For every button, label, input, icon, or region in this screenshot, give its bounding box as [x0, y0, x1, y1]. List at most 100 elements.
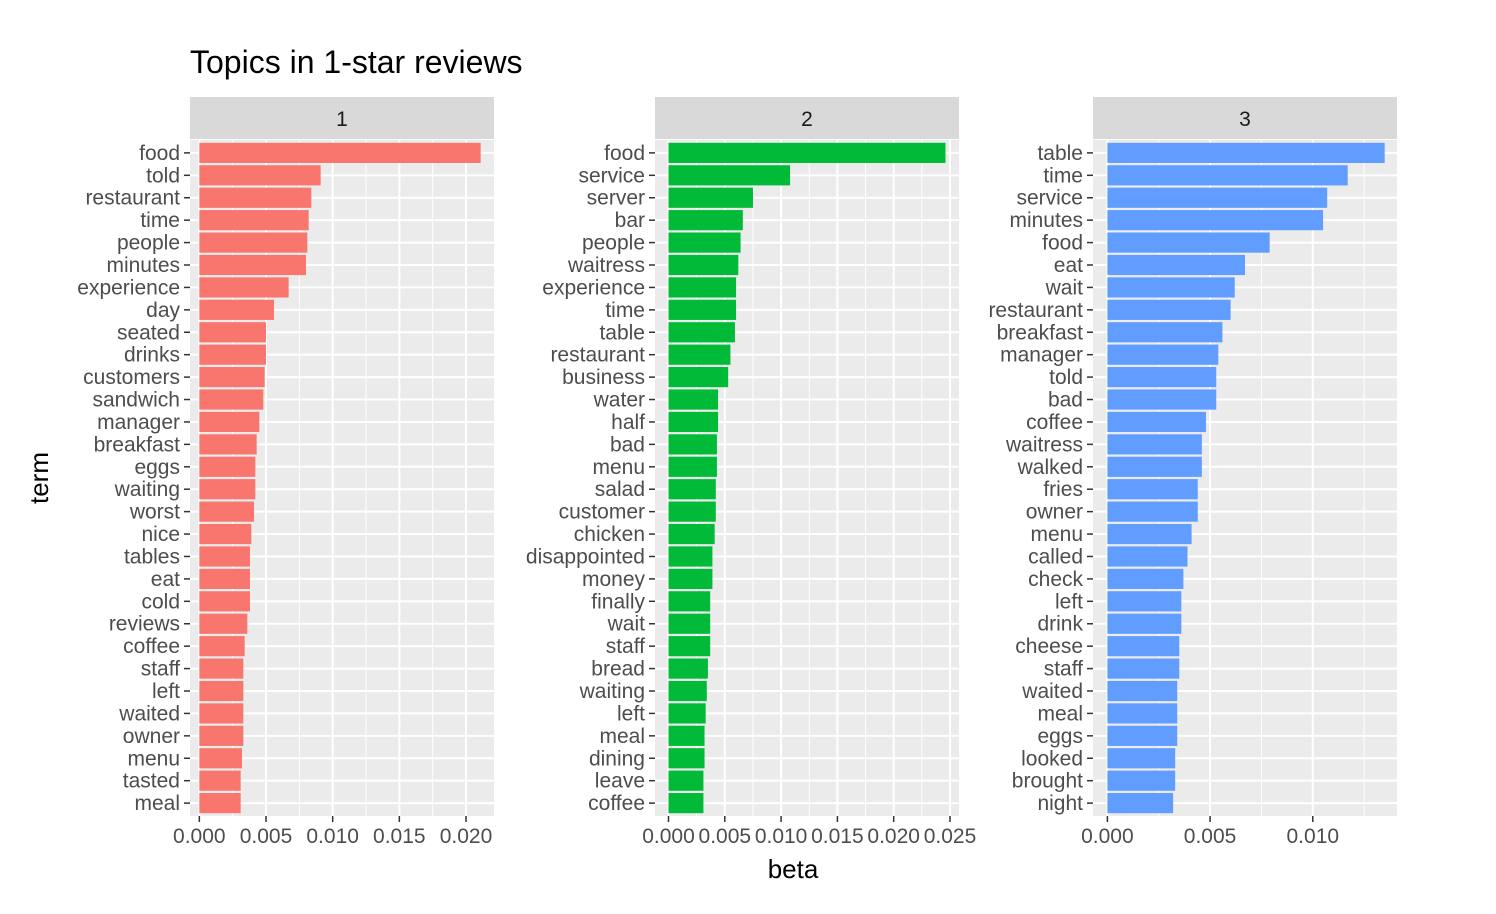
facet-strip-label: 3 — [1239, 108, 1251, 131]
bar — [199, 501, 254, 522]
y-tick-label: service — [578, 164, 645, 187]
facet-panels: 1foodtoldrestauranttimepeopleminutesexpe… — [77, 97, 1397, 848]
bar — [199, 680, 244, 702]
y-tick-label: chicken — [574, 523, 645, 546]
bar — [668, 434, 717, 455]
y-tick-label: staff — [1044, 658, 1083, 681]
bar — [1107, 613, 1182, 634]
y-tick-label: eggs — [1037, 725, 1083, 748]
y-tick-label: reviews — [109, 613, 180, 636]
bar — [199, 523, 252, 545]
y-tick-label: owner — [123, 725, 180, 748]
facet-strip — [1093, 97, 1397, 139]
y-tick-label: owner — [1026, 501, 1083, 524]
bar — [668, 389, 719, 410]
y-tick-label: left — [617, 702, 645, 725]
y-tick-label: staff — [141, 658, 180, 681]
y-tick-label: bad — [1048, 389, 1083, 412]
bar — [668, 703, 706, 724]
y-tick-label: restaurant — [988, 299, 1083, 322]
y-tick-label: meal — [599, 725, 645, 748]
y-tick-label: day — [146, 299, 180, 322]
x-tick-label: 0.020 — [440, 825, 493, 848]
bar — [668, 277, 737, 298]
bar — [199, 165, 321, 186]
x-tick-label: 0.010 — [306, 825, 359, 848]
y-tick-label: wait — [607, 613, 646, 636]
y-tick-label: coffee — [588, 792, 645, 815]
y-tick-label: business — [562, 366, 645, 389]
facet-strip — [190, 97, 494, 139]
y-tick-label: left — [152, 680, 180, 703]
x-tick-label: 0.010 — [755, 825, 808, 848]
bar — [1107, 411, 1206, 433]
bar — [668, 344, 731, 365]
bar — [199, 232, 308, 253]
bar — [668, 725, 705, 746]
y-tick-label: restaurant — [550, 344, 645, 367]
y-tick-label: breakfast — [997, 321, 1084, 344]
y-tick-label: server — [587, 187, 645, 210]
bar — [668, 770, 704, 791]
bar — [1107, 793, 1174, 814]
bar — [1107, 210, 1324, 231]
bar — [199, 322, 266, 343]
bar — [1107, 299, 1231, 320]
bar — [199, 613, 248, 634]
bar — [668, 456, 717, 477]
y-tick-label: coffee — [1026, 411, 1083, 434]
y-tick-label: waiting — [114, 478, 180, 501]
bar — [668, 367, 729, 388]
bar — [199, 434, 257, 455]
x-tick-label: 0.000 — [642, 825, 695, 848]
y-tick-label: cold — [141, 590, 180, 613]
facet-panel-1: 1 foodtoldrestauranttimepeopleminutesexpe… — [77, 97, 494, 848]
x-tick-label: 0.025 — [924, 825, 977, 848]
y-tick-label: waited — [1021, 680, 1083, 703]
x-tick-label: 0.000 — [1081, 825, 1134, 848]
x-tick-label: 0.010 — [1287, 825, 1340, 848]
y-tick-label: tables — [124, 545, 180, 568]
x-axis-title: beta — [768, 854, 819, 884]
y-tick-label: table — [1037, 142, 1083, 165]
y-tick-label: leave — [595, 770, 645, 793]
y-tick-label: water — [593, 389, 645, 412]
bar — [199, 636, 245, 657]
facet-panel-3: 3 tabletimeserviceminutesfoodeatwaitresta… — [988, 97, 1397, 848]
bar — [199, 793, 241, 814]
bar — [668, 658, 708, 679]
bar — [1107, 456, 1202, 477]
y-tick-label: disappointed — [526, 545, 645, 568]
y-tick-label: drinks — [124, 344, 180, 367]
bar — [199, 254, 306, 276]
y-tick-label: looked — [1021, 747, 1083, 770]
y-tick-label: finally — [591, 590, 645, 613]
y-tick-label: service — [1016, 187, 1083, 210]
y-tick-label: called — [1028, 545, 1083, 568]
y-tick-label: dining — [589, 747, 645, 770]
y-tick-label: seated — [117, 321, 180, 344]
bar — [668, 501, 716, 522]
bar — [668, 546, 713, 567]
bar — [1107, 142, 1385, 163]
facet-strip-label: 2 — [801, 108, 813, 131]
y-tick-label: walked — [1017, 456, 1083, 479]
y-tick-label: half — [611, 411, 645, 434]
y-tick-label: menu — [127, 747, 180, 770]
y-tick-label: waitress — [567, 254, 645, 277]
bar — [1107, 501, 1198, 522]
bar — [1107, 277, 1235, 298]
bar — [199, 725, 244, 746]
bar — [1107, 523, 1192, 545]
y-tick-label: sandwich — [92, 389, 180, 412]
y-tick-label: left — [1055, 590, 1083, 613]
y-tick-label: nice — [141, 523, 180, 546]
bar — [668, 613, 711, 634]
x-tick-label: 0.015 — [811, 825, 864, 848]
y-tick-label: brought — [1012, 770, 1083, 793]
y-tick-label: people — [582, 232, 645, 255]
y-tick-label: waited — [118, 702, 180, 725]
bar — [1107, 344, 1219, 365]
y-tick-label: menu — [1030, 523, 1083, 546]
y-tick-label: eggs — [134, 456, 180, 479]
